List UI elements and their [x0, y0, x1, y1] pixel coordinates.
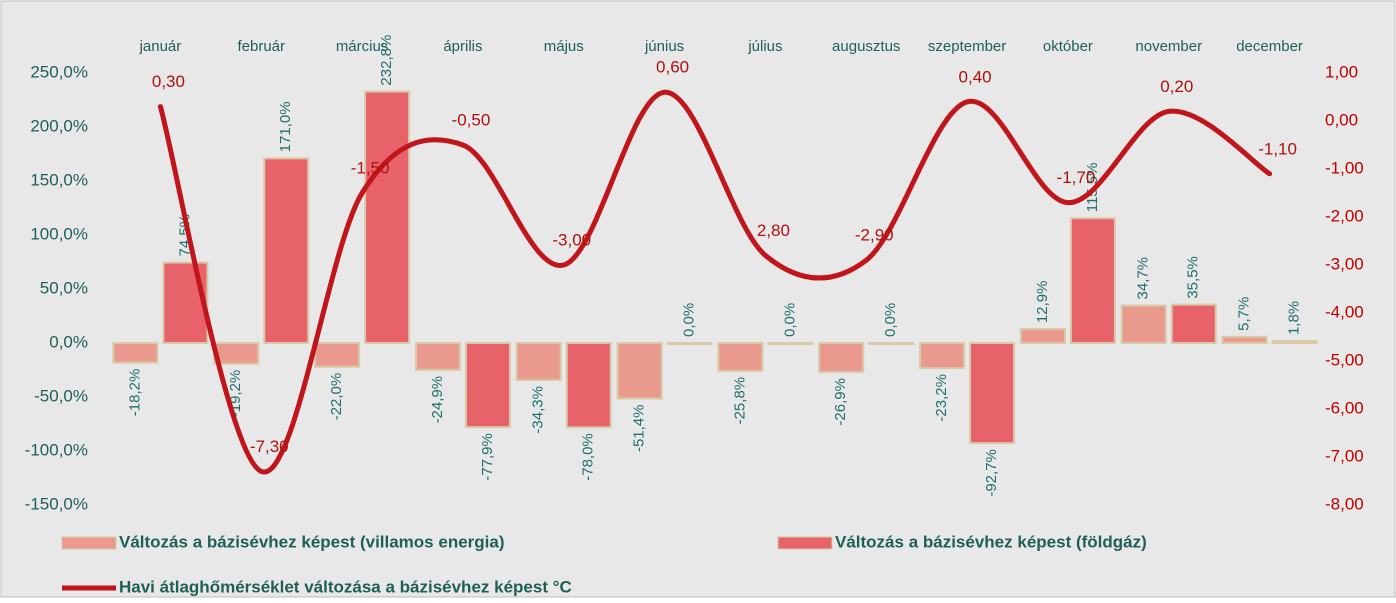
bar: [567, 343, 611, 427]
bar: [214, 343, 258, 364]
bar: [1223, 337, 1267, 343]
y2-tick-label: -6,00: [1325, 398, 1364, 417]
bar: [1172, 305, 1216, 343]
bar: [315, 343, 359, 367]
x-tick-label: május: [544, 38, 584, 55]
data-label: -26,9%: [832, 378, 849, 426]
data-label: -22,0%: [328, 373, 345, 421]
data-label: 232,8%: [378, 35, 395, 86]
y2-tick-label: -3,00: [1325, 254, 1364, 273]
data-label: 34,7%: [1135, 257, 1152, 300]
line-label: -3,00: [552, 230, 591, 249]
y-tick-label: 50,0%: [40, 278, 88, 297]
bar: [163, 263, 207, 343]
x-tick-label: június: [644, 38, 684, 55]
line-label: 0,40: [959, 67, 992, 86]
page: -150,0% -100,0% -50,0% 0,0% 50,0% 100,0% 150,0…: [0, 0, 1396, 603]
y-tick-label: -50,0%: [34, 386, 88, 405]
data-label: 171,0%: [277, 101, 294, 152]
bar: [416, 343, 460, 370]
data-label: -18,2%: [126, 369, 143, 417]
y2-tick-label: 0,00: [1325, 110, 1358, 129]
data-label: -92,7%: [983, 449, 1000, 497]
x-tick-label: augusztus: [832, 38, 900, 55]
x-tick-label: február: [237, 38, 285, 55]
bar: [618, 343, 662, 399]
bar: [264, 158, 308, 343]
data-label: -23,2%: [933, 374, 950, 422]
line-label: 2,80: [757, 221, 790, 240]
y-tick-label: 150,0%: [30, 170, 88, 189]
y-tick-label: 0,0%: [49, 332, 88, 351]
line-label: -1,70: [1057, 168, 1096, 187]
legend-swatch: [778, 537, 832, 549]
data-label: -77,9%: [479, 433, 496, 481]
bar: [1122, 306, 1166, 343]
data-label: -78,0%: [580, 433, 597, 481]
data-label: -24,9%: [429, 376, 446, 424]
line-label: 0,60: [656, 58, 689, 77]
data-label: 1,8%: [1286, 301, 1303, 335]
y-tick-label: 200,0%: [30, 116, 88, 135]
bar: [365, 92, 409, 343]
y2-tick-label: -4,00: [1325, 302, 1364, 321]
y2-tick-label: -7,00: [1325, 446, 1364, 465]
bar: [920, 343, 964, 368]
data-label: 0,0%: [781, 303, 798, 337]
y-tick-label: -150,0%: [25, 494, 88, 513]
x-tick-label: szeptember: [928, 38, 1006, 55]
legend-label: Változás a bázisévhez képest (villamos e…: [119, 532, 505, 551]
x-tick-label: július: [747, 38, 782, 55]
x-tick-label: január: [139, 38, 182, 55]
y-tick-label: 250,0%: [30, 62, 88, 81]
data-label: 35,5%: [1185, 256, 1202, 299]
x-tick-label: november: [1135, 38, 1202, 55]
line-label: -7,30: [250, 437, 289, 456]
bar: [113, 343, 157, 363]
y2-tick-label: -2,00: [1325, 206, 1364, 225]
y-tick-label: 100,0%: [30, 224, 88, 243]
line-label: -1,50: [351, 158, 390, 177]
line-label: -0,50: [452, 110, 491, 129]
bar: [1071, 218, 1115, 343]
bar: [1021, 329, 1065, 343]
legend-label: Havi átlaghőmérséklet változása a bázisé…: [119, 577, 572, 596]
bar: [517, 343, 561, 380]
line-label: 0,30: [152, 72, 185, 91]
bar: [1273, 341, 1317, 343]
y2-tick-label: -1,00: [1325, 158, 1364, 177]
line-label: -2,90: [855, 226, 894, 245]
y2-tick-label: -8,00: [1325, 494, 1364, 513]
data-label: 0,0%: [882, 303, 899, 337]
data-label: 5,7%: [1236, 297, 1253, 331]
bar: [466, 343, 510, 427]
data-label: 0,0%: [681, 303, 698, 337]
x-tick-label: október: [1043, 38, 1093, 55]
line-label: -1,10: [1258, 139, 1297, 158]
bar: [768, 343, 812, 344]
bar: [718, 343, 762, 371]
bar: [819, 343, 863, 372]
data-label: -34,3%: [530, 386, 547, 434]
legend-swatch: [62, 537, 116, 549]
bar: [668, 343, 712, 344]
bar: [970, 343, 1014, 443]
x-tick-label: április: [443, 38, 482, 55]
bar: [869, 343, 913, 344]
line-label: 0,20: [1160, 77, 1193, 96]
x-tick-label: december: [1236, 38, 1303, 55]
chart: -150,0% -100,0% -50,0% 0,0% 50,0% 100,0% 150,0…: [0, 0, 1396, 598]
data-label: -51,4%: [631, 405, 648, 453]
y-tick-label: -100,0%: [25, 440, 88, 459]
legend-label: Változás a bázisévhez képest (földgáz): [835, 532, 1147, 551]
data-label: -25,8%: [731, 377, 748, 425]
data-label: 12,9%: [1034, 281, 1051, 324]
y2-tick-label: -5,00: [1325, 350, 1364, 369]
y2-tick-label: 1,00: [1325, 62, 1358, 81]
